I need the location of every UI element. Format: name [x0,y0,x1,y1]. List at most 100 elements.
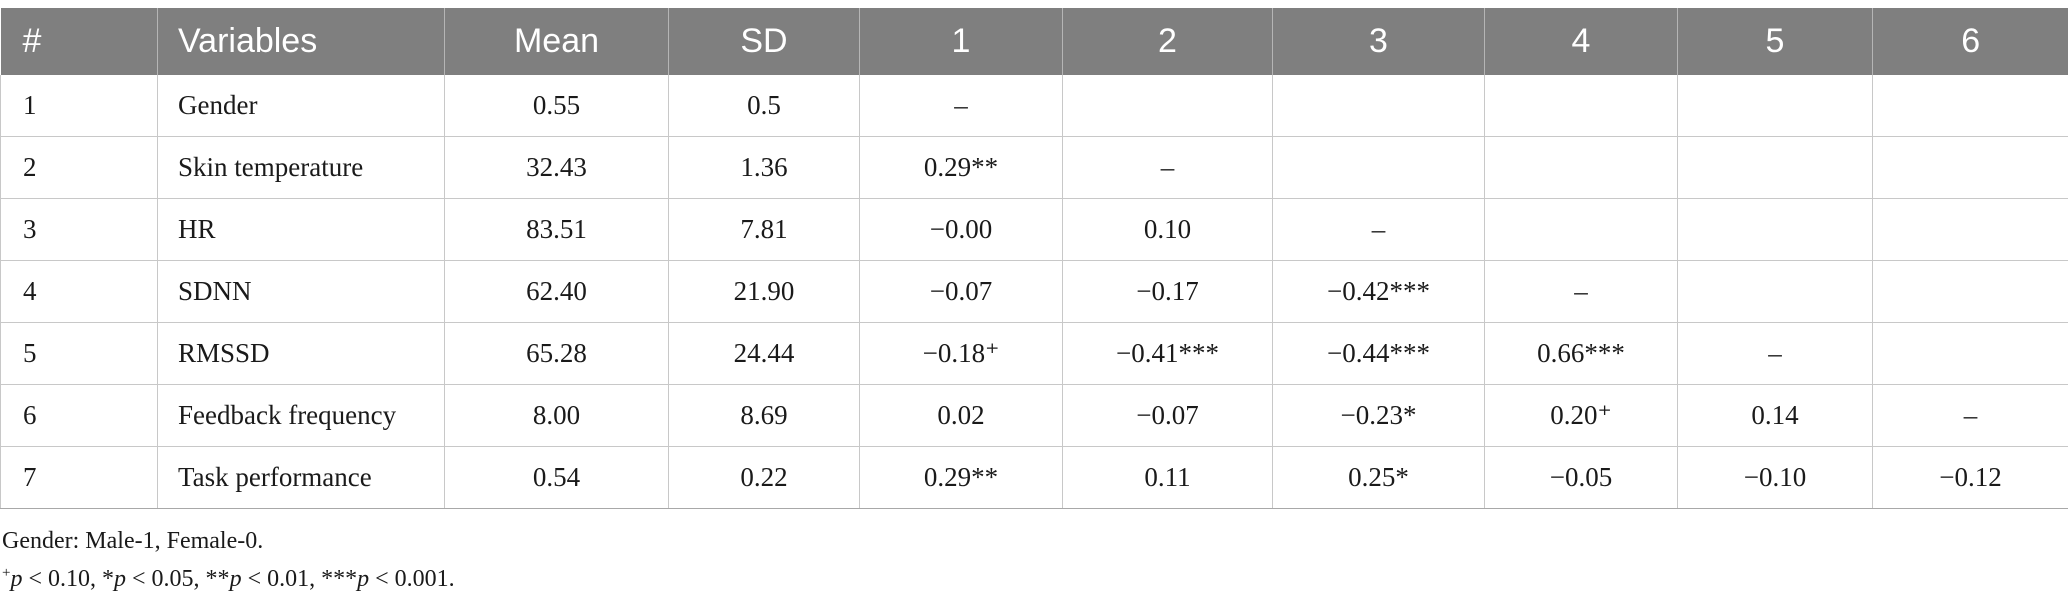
p-symbol: p [229,566,242,592]
header-row: # Variables Mean SD 1 2 3 4 5 6 [0,8,2068,75]
table-cell: 0.20⁺ [1484,384,1678,447]
table-cell: – [1062,136,1273,199]
header-cell: SD [668,8,860,75]
table-cell [1484,198,1678,261]
table-cell: −0.07 [1062,384,1273,447]
table-row: 5 RMSSD 65.28 24.44 −0.18⁺ −0.41*** −0.4… [0,322,2068,385]
sig-text: < 0.01, *** [241,566,358,592]
table-cell [1484,136,1678,199]
header-cell: # [0,8,158,75]
table-cell: 8.69 [668,384,860,447]
table-cell: – [859,75,1063,137]
table-row: 1 Gender 0.55 0.5 – [0,75,2068,137]
table-cell: 0.66*** [1484,322,1678,385]
table-cell: – [1484,260,1678,323]
table-cell: −0.00 [859,198,1063,261]
header-cell: 2 [1062,8,1273,75]
table-cell: 0.11 [1062,446,1273,509]
table-cell: 0.22 [668,446,860,509]
table-cell [1872,322,2068,385]
significance-note: +p < 0.10, *p < 0.05, **p < 0.01, ***p <… [2,560,455,598]
table-row: 4 SDNN 62.40 21.90 −0.07 −0.17 −0.42*** … [0,260,2068,323]
table-cell [1484,75,1678,137]
table-cell: −0.41*** [1062,322,1273,385]
sig-text: < 0.05, ** [126,566,230,592]
table-cell: 7 [0,446,158,509]
p-symbol: p [357,566,370,592]
table-cell [1872,198,2068,261]
table-cell [1872,260,2068,323]
table-cell: – [1872,384,2068,447]
table-cell [1872,136,2068,199]
table-cell: 65.28 [444,322,669,385]
table-row: 7 Task performance 0.54 0.22 0.29** 0.11… [0,446,2068,509]
table-cell: 8.00 [444,384,669,447]
p-symbol: p [10,566,23,592]
table-cell: 0.10 [1062,198,1273,261]
table-cell: 5 [0,322,158,385]
table-cell: −0.05 [1484,446,1678,509]
table-cell: 0.5 [668,75,860,137]
table-cell: 6 [0,384,158,447]
table-cell: 1 [0,75,158,137]
table-cell: 4 [0,260,158,323]
table-cell: 21.90 [668,260,860,323]
table-cell: −0.18⁺ [859,322,1063,385]
table-cell: −0.12 [1872,446,2068,509]
table-cell: – [1677,322,1873,385]
table-cell: −0.17 [1062,260,1273,323]
table-cell [1677,75,1873,137]
table-cell: – [1272,198,1485,261]
table-cell: −0.44*** [1272,322,1485,385]
table-cell [1872,75,2068,137]
table-cell: HR [157,198,445,261]
table-cell: 0.29** [859,136,1063,199]
table-cell: 0.55 [444,75,669,137]
header-cell: 4 [1484,8,1678,75]
table-cell: 0.14 [1677,384,1873,447]
table-cell: 32.43 [444,136,669,199]
header-cell: Variables [157,8,445,75]
table-cell [1272,75,1485,137]
table-cell: −0.42*** [1272,260,1485,323]
table-cell: 7.81 [668,198,860,261]
table-cell: 0.29** [859,446,1063,509]
table-cell [1062,75,1273,137]
gender-note: Gender: Male-1, Female-0. [2,528,264,554]
table-cell: 3 [0,198,158,261]
table-cell [1677,260,1873,323]
table-cell: −0.07 [859,260,1063,323]
table-cell [1272,136,1485,199]
table-cell [1677,136,1873,199]
sig-text: < 0.001. [369,566,455,592]
header-cell: 5 [1677,8,1873,75]
table-cell: Gender [157,75,445,137]
table-cell: −0.23* [1272,384,1485,447]
header-cell: Mean [444,8,669,75]
table-cell: 0.02 [859,384,1063,447]
table-cell: 1.36 [668,136,860,199]
table-cell: 0.25* [1272,446,1485,509]
table-row: 6 Feedback frequency 8.00 8.69 0.02 −0.0… [0,384,2068,447]
p-symbol: p [114,566,127,592]
table-row: 2 Skin temperature 32.43 1.36 0.29** – [0,136,2068,199]
table-cell: 62.40 [444,260,669,323]
header-cell: 3 [1272,8,1485,75]
table-notes: Gender: Male-1, Female-0. +p < 0.10, *p … [2,522,455,598]
plus-symbol: + [2,565,11,581]
table-cell: 83.51 [444,198,669,261]
table-cell: 24.44 [668,322,860,385]
table-cell [1677,198,1873,261]
table-cell: RMSSD [157,322,445,385]
table-cell: 2 [0,136,158,199]
table-cell: SDNN [157,260,445,323]
correlation-table: # Variables Mean SD 1 2 3 4 5 6 1 Gender… [0,8,2068,509]
table-cell: Feedback frequency [157,384,445,447]
header-cell: 6 [1872,8,2068,75]
table-cell: Skin temperature [157,136,445,199]
table-row: 3 HR 83.51 7.81 −0.00 0.10 – [0,198,2068,261]
sig-text: < 0.10, * [22,566,115,592]
table-cell: −0.10 [1677,446,1873,509]
table-cell: Task performance [157,446,445,509]
